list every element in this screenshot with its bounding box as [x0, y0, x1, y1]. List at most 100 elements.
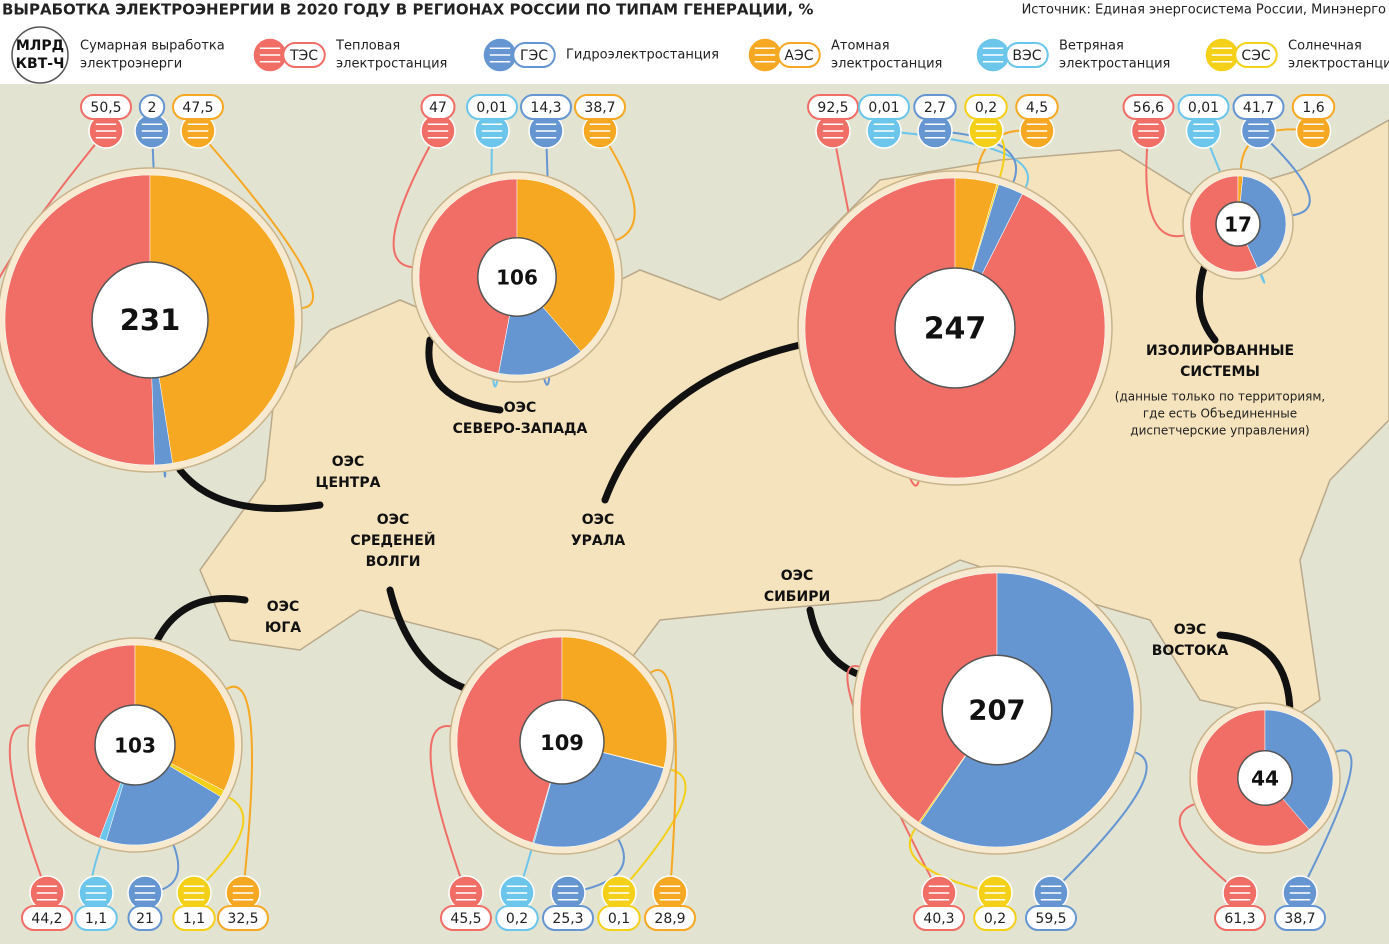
value-label: 4,5: [1026, 100, 1048, 116]
connector: [908, 828, 996, 894]
pie-slice: [1264, 709, 1334, 830]
value-badge: [1015, 94, 1059, 120]
value-badge: [973, 905, 1017, 931]
value-badge: [574, 94, 626, 120]
value-label: 59,5: [1035, 911, 1066, 927]
pie-slice: [859, 572, 998, 823]
value-badge: [597, 905, 641, 931]
pie-slice: [4, 174, 155, 466]
value-badge: [1122, 94, 1175, 120]
value-label: 1,1: [85, 911, 107, 927]
value-badge: [512, 42, 556, 68]
region-note: (данные только по территориям,: [1115, 390, 1325, 404]
value-label: 61,3: [1224, 911, 1255, 927]
pie-hole: [894, 267, 1016, 389]
region-label: ВОСТОКА: [1152, 643, 1229, 659]
connector: [429, 725, 467, 894]
value-label: 44,2: [31, 911, 62, 927]
value-badge: [520, 94, 572, 120]
value-label: 0,2: [506, 911, 528, 927]
pie-total: 231: [120, 303, 181, 337]
connector: [1050, 751, 1148, 894]
value-badge: [1177, 94, 1230, 120]
pie-total: 247: [924, 312, 987, 347]
connector: [1145, 130, 1185, 238]
value-label: 41,7: [1243, 100, 1274, 116]
legend-text: электростанция: [1059, 57, 1170, 72]
region-note: где есть Объединенные: [1143, 407, 1297, 421]
value-label: 56,6: [1133, 100, 1164, 116]
value-badge: [1005, 42, 1049, 68]
pie-hole: [94, 704, 176, 786]
value-label: 47: [429, 100, 447, 116]
connector: [193, 796, 245, 894]
value-badge: [282, 42, 326, 68]
legend-text: Солнечная: [1288, 39, 1362, 54]
value-badge: [858, 94, 910, 120]
region-note: диспетчерские управления): [1130, 424, 1309, 438]
region-label: СЕВЕРО-ЗАПАДА: [453, 421, 588, 437]
value-label: 21: [136, 911, 154, 927]
pie-hole: [519, 699, 605, 785]
value-badge: [440, 905, 492, 931]
pie-hole: [941, 654, 1053, 766]
region-label: ИЗОЛИРОВАННЫЕ: [1146, 343, 1294, 359]
value-badge: [1025, 905, 1077, 931]
value-label: 1,1: [183, 911, 205, 927]
connector: [225, 685, 254, 894]
connector: [599, 130, 636, 242]
value-label: 40,3: [923, 911, 954, 927]
pointers: [151, 261, 1294, 719]
value-badge: [172, 905, 216, 931]
value-label: 25,3: [552, 911, 583, 927]
pie-hole: [1215, 201, 1261, 247]
value-label: 28,9: [654, 911, 685, 927]
pie-slice: [418, 178, 518, 374]
pie-total: 103: [114, 734, 156, 758]
value-label: 0,01: [1188, 100, 1219, 116]
unit-badge: [11, 26, 69, 84]
pie-hole: [91, 261, 209, 379]
connector: [0, 130, 107, 279]
connector: [649, 668, 677, 894]
value-badge: [644, 905, 696, 931]
value-badge: [1232, 94, 1285, 120]
connector: [8, 724, 48, 894]
value-label: 0,01: [868, 100, 899, 116]
value-label: ВЭС: [1012, 48, 1041, 64]
value-badge: [913, 94, 957, 120]
value-label: 47,5: [182, 100, 213, 116]
header: [0, 0, 1389, 84]
pie-slice: [456, 636, 563, 844]
value-badge: [1234, 42, 1278, 68]
unit-label: МЛРД: [16, 38, 64, 54]
value-label: 0,2: [975, 100, 997, 116]
title: ВЫРАБОТКА ЭЛЕКТРОЭНЕРГИИ В 2020 ГОДУ В Р…: [2, 1, 813, 19]
connector: [392, 130, 439, 269]
region-label: ОЭС: [377, 512, 409, 528]
pie-slice: [34, 644, 136, 839]
pie-total: 109: [540, 731, 584, 755]
legend-text: Сумарная выработка: [80, 39, 225, 54]
value-badge: [1274, 905, 1326, 931]
value-badge: [1291, 94, 1336, 120]
value-badge: [138, 94, 166, 120]
pie-total: 44: [1251, 767, 1279, 791]
value-label: ГЭС: [520, 48, 548, 64]
value-label: СЭС: [1241, 48, 1271, 64]
value-badge: [542, 905, 594, 931]
value-label: 14,3: [530, 100, 561, 116]
connector: [1299, 749, 1353, 894]
region-label: ОЭС: [504, 400, 536, 416]
value-label: 92,5: [817, 100, 848, 116]
connector: [1257, 130, 1311, 217]
region-label: ОЭС: [332, 454, 364, 470]
value-badge: [913, 905, 965, 931]
pie-slice: [516, 178, 616, 352]
value-badge: [74, 905, 118, 931]
legend-text: электростанция: [336, 57, 447, 72]
pie-total: 207: [968, 696, 1025, 727]
legend-text: электростанция: [1288, 57, 1389, 72]
value-label: 0,2: [984, 911, 1006, 927]
connector: [934, 130, 1018, 183]
